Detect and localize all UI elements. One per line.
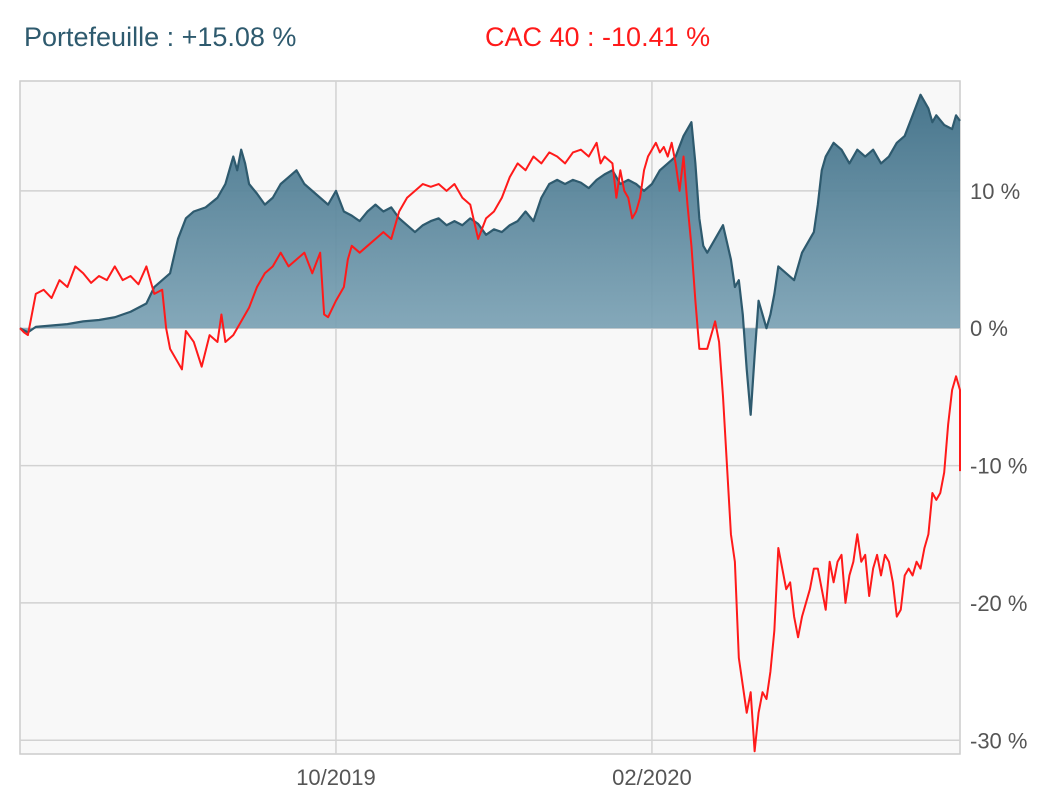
plot-area xyxy=(19,80,961,755)
line-layer xyxy=(19,93,961,753)
y-tick-label: -20 % xyxy=(970,591,1027,616)
y-tick-label: -30 % xyxy=(970,728,1027,753)
series-area-portefeuille xyxy=(20,94,960,415)
x-axis: 10/2019 02/2020 xyxy=(296,765,691,790)
series-line-cac-40 xyxy=(19,141,961,753)
series-line-portefeuille xyxy=(19,93,961,416)
y-tick-label: -10 % xyxy=(970,454,1027,479)
y-tick-label: 10 % xyxy=(970,179,1020,204)
legend-cac40: CAC 40 : -10.41 % xyxy=(485,22,711,52)
legend-portefeuille: Portefeuille : +15.08 % xyxy=(24,22,297,52)
x-tick-label: 02/2020 xyxy=(612,765,692,790)
y-axis: 10 % 0 % -10 % -20 % -30 % xyxy=(970,179,1027,753)
area-layer xyxy=(20,94,960,415)
y-tick-label: 0 % xyxy=(970,316,1008,341)
x-tick-label: 10/2019 xyxy=(296,765,376,790)
